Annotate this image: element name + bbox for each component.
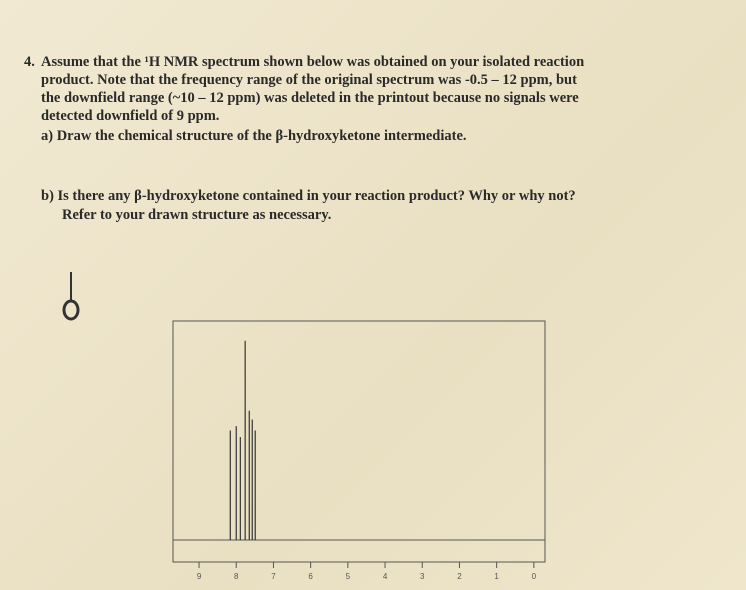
x-tick-label: 5 — [346, 572, 351, 581]
x-tick-label: 9 — [197, 572, 202, 581]
part-a: a) Draw the chemical structure of the β-… — [41, 128, 467, 144]
question-number: 4. — [24, 54, 35, 70]
x-tick-label: 2 — [457, 572, 462, 581]
part-b: Refer to your drawn structure as necessa… — [62, 207, 332, 223]
x-tick-label: 1 — [494, 572, 499, 581]
x-tick-label: 8 — [234, 572, 239, 581]
question-line: Assume that the ¹H NMR spectrum shown be… — [41, 54, 585, 70]
spectrum-frame — [172, 320, 546, 563]
x-tick-label: 4 — [383, 572, 388, 581]
structure-oxygen — [62, 299, 80, 321]
x-tick-label: 0 — [532, 572, 537, 581]
x-tick-label: 7 — [271, 572, 276, 581]
question-line: product. Note that the frequency range o… — [41, 72, 577, 88]
question-line: detected downfield of 9 ppm. — [41, 108, 220, 124]
question-line: the downfield range (~10 – 12 ppm) was d… — [41, 90, 579, 106]
part-b: b) Is there any β-hydroxyketone containe… — [41, 188, 576, 204]
x-tick-label: 3 — [420, 572, 425, 581]
x-tick-label: 6 — [308, 572, 313, 581]
